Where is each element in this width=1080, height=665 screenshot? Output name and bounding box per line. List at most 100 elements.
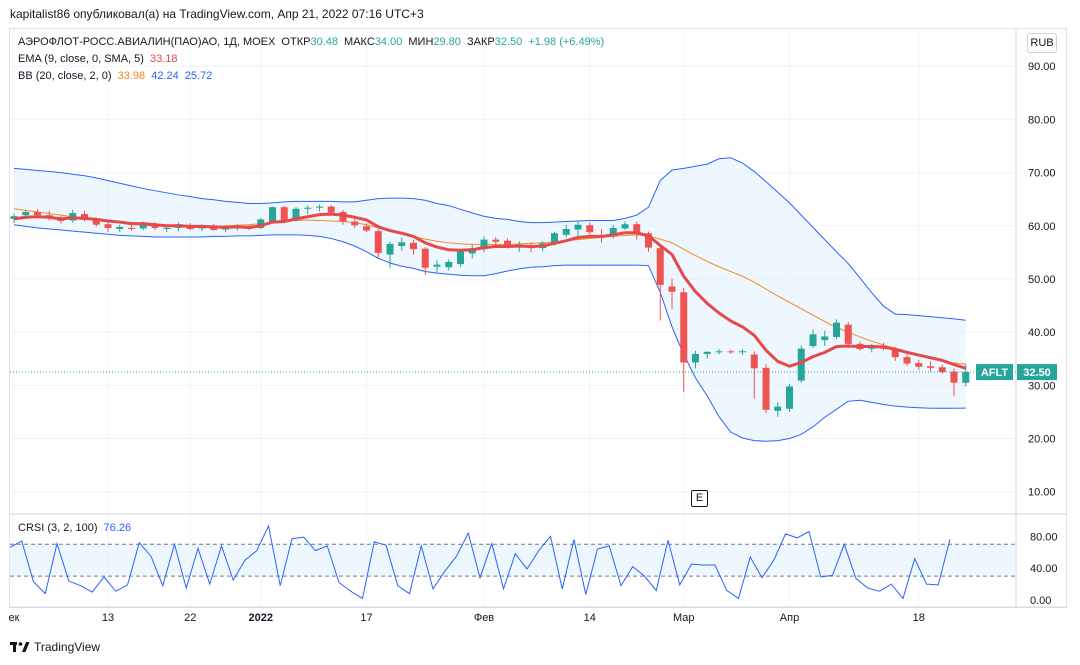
candle <box>457 249 464 267</box>
ema-legend[interactable]: EMA (9, close, 0, SMA, 5) 33.18 <box>18 53 181 65</box>
candle-body <box>938 367 946 373</box>
candle <box>374 228 382 259</box>
high-value: 34.00 <box>374 36 403 48</box>
candle <box>480 236 488 253</box>
candles <box>10 204 970 417</box>
candle-body <box>327 206 335 213</box>
candle-body <box>891 349 899 358</box>
candle-body <box>480 239 488 250</box>
candle-body <box>374 231 382 253</box>
price-tick-label: 90.00 <box>1028 61 1056 73</box>
price-tick-label: 60.00 <box>1028 221 1056 233</box>
time-tick-label: 18 <box>913 612 925 624</box>
candle-body <box>586 225 594 233</box>
candle <box>786 383 793 412</box>
price-tag-bg <box>1017 364 1057 381</box>
candle-body <box>633 224 641 234</box>
candle <box>433 260 441 273</box>
bb-legend-basis: 33.98 <box>117 70 146 82</box>
change-value: +1.98 (+6.49%) <box>528 36 605 48</box>
candle-body <box>551 233 558 244</box>
candle-body <box>386 243 394 255</box>
crsi-pane: 80.00 40.00 0.00 <box>9 524 1058 607</box>
candle <box>574 220 582 236</box>
candle <box>621 221 629 231</box>
time-tick-label: 13 <box>102 612 114 624</box>
price-tag: 32.50 <box>1023 367 1051 379</box>
earnings-event-marker[interactable]: E <box>691 490 708 507</box>
candle <box>104 221 112 233</box>
candle <box>586 222 594 235</box>
candle-body <box>950 371 958 383</box>
crsi-tick-label: 0.00 <box>1030 595 1051 607</box>
candle-body <box>562 228 570 235</box>
candle <box>386 241 394 269</box>
crsi-legend-value: 76.26 <box>103 522 132 534</box>
candle <box>656 246 664 321</box>
time-tick-label: 2022 <box>249 612 273 624</box>
time-tick-label: ек <box>9 612 20 624</box>
candle-body <box>363 226 370 231</box>
candle <box>703 351 711 359</box>
ema-path <box>13 212 967 370</box>
candle-body <box>139 223 147 229</box>
crsi-legend-label: CRSI (3, 2, 100) <box>18 522 98 534</box>
candle-body <box>445 261 453 268</box>
bb-legend[interactable]: BB (20, close, 2, 0) 33.98 42.24 25.72 <box>18 70 215 82</box>
candle-body <box>457 251 464 265</box>
tradingview-logo-icon <box>10 641 30 652</box>
footer-brand[interactable]: TradingView <box>10 640 100 654</box>
candle-body <box>433 264 441 267</box>
candle <box>398 237 406 251</box>
candle-body <box>962 372 970 383</box>
candle <box>821 330 829 346</box>
candle <box>492 236 500 246</box>
candle-body <box>116 226 124 229</box>
candle-body <box>34 211 41 216</box>
candle-body <box>645 233 652 248</box>
candle <box>327 205 335 214</box>
price-tick-label: 10.00 <box>1028 487 1056 499</box>
candle-body <box>574 224 582 230</box>
close-label: ЗАКР <box>466 36 495 48</box>
low-value: 29.80 <box>433 36 461 48</box>
candle-body <box>786 386 793 409</box>
candle-body <box>128 227 135 229</box>
candle <box>421 247 429 275</box>
candle-body <box>421 248 429 268</box>
price-tick-label: 50.00 <box>1028 274 1056 286</box>
crsi-line <box>9 524 951 600</box>
crsi-legend[interactable]: CRSI (3, 2, 100) 76.26 <box>18 522 134 534</box>
open-label: ОТКР <box>281 36 311 48</box>
price-tick-label: 40.00 <box>1028 327 1056 339</box>
candle-body <box>339 211 347 222</box>
candle-body <box>81 214 88 220</box>
candle-body <box>257 219 265 228</box>
currency-button[interactable]: RUB <box>1027 33 1057 53</box>
time-tick-label: Фев <box>474 612 494 624</box>
price-tick-label: 30.00 <box>1028 380 1056 392</box>
candle-body <box>821 336 829 341</box>
candle <box>692 350 699 369</box>
candle-body <box>92 220 100 225</box>
crsi-tick-label: 40.00 <box>1030 563 1058 575</box>
time-axis: ек 13 22 2022 17 Фев 14 Мар Апр 18 <box>9 612 925 624</box>
candle <box>774 402 782 417</box>
time-tick-label: 14 <box>584 612 596 624</box>
low-label: МИН <box>408 36 434 48</box>
candle-body <box>809 334 817 346</box>
time-tick-label: 22 <box>184 612 196 624</box>
candle <box>927 361 934 372</box>
candle-body <box>844 324 852 344</box>
open-value: 30.48 <box>310 36 338 48</box>
candle-body <box>833 322 840 337</box>
bb-legend-label: BB (20, close, 2, 0) <box>18 70 112 82</box>
candle-body <box>269 207 276 222</box>
candle-body <box>750 354 758 369</box>
bollinger-bands <box>13 157 966 442</box>
candle <box>809 329 817 349</box>
symbol-title: АЭРОФЛОТ-РОСС.АВИАЛИН(ПАО)АО, 1Д, MOEX <box>18 36 276 48</box>
publisher-header: kapitalist86 опубликовал(а) на TradingVi… <box>10 7 424 21</box>
ema-line <box>13 212 967 370</box>
